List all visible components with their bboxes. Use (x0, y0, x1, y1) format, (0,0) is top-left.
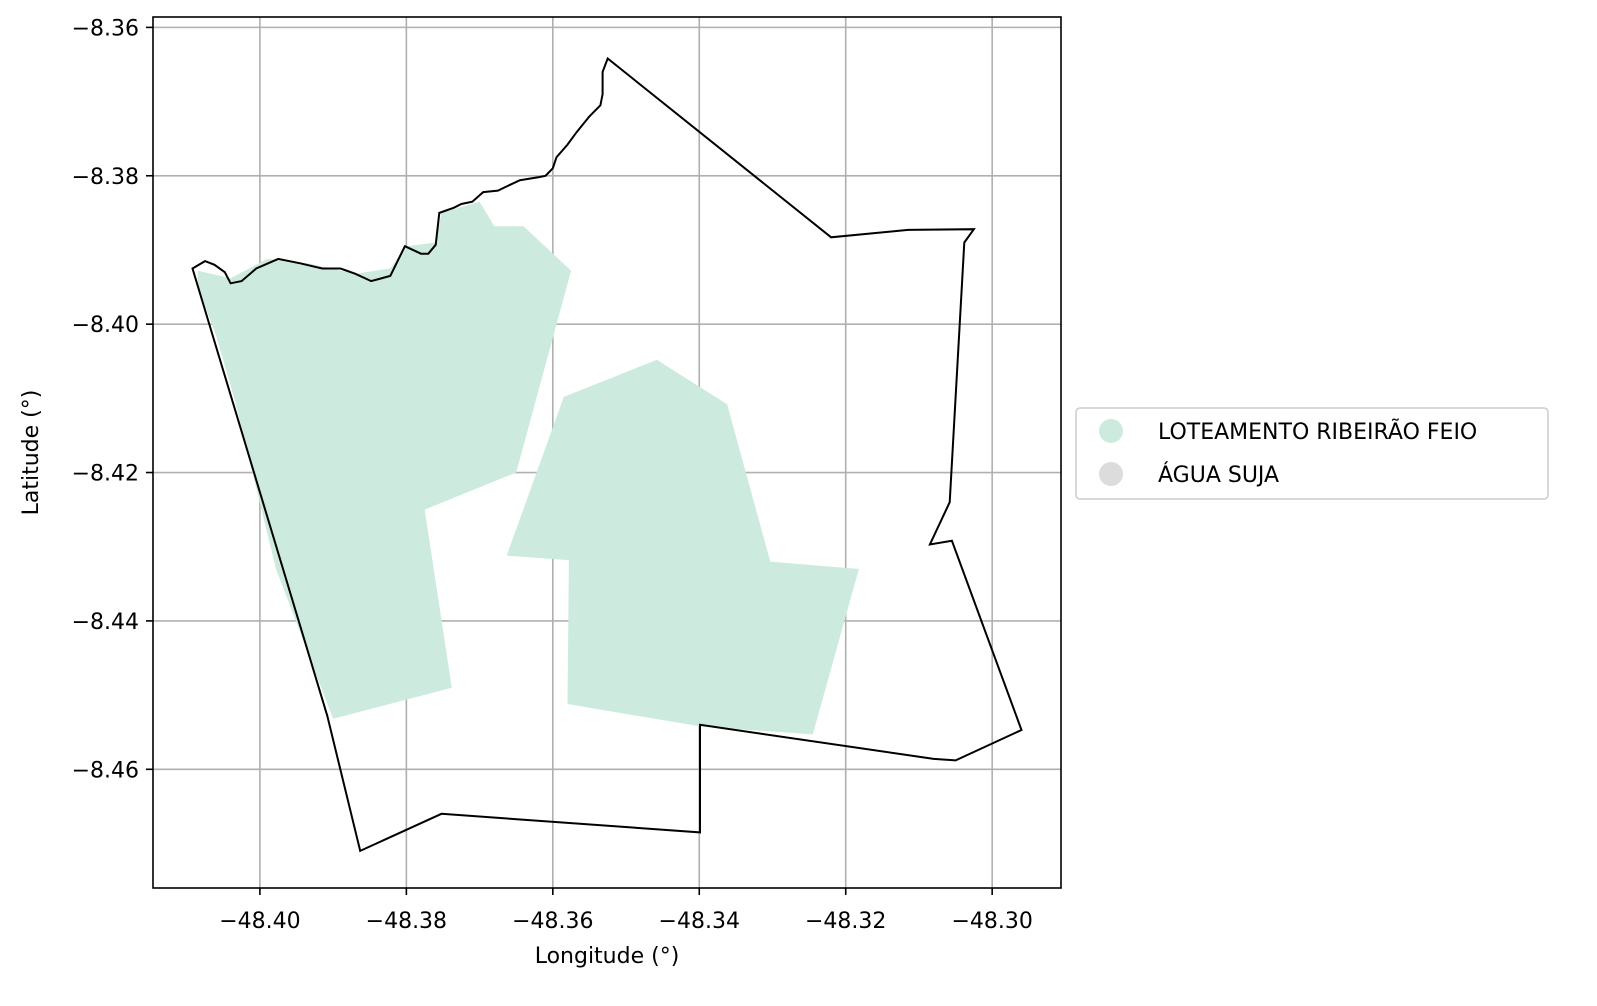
y-tick-label-1: −8.38 (72, 165, 139, 190)
legend-swatch-agua-suja (1099, 462, 1123, 486)
legend: LOTEAMENTO RIBEIRÃO FEIO ÁGUA SUJA (1075, 407, 1549, 500)
plot-frame (152, 16, 1062, 889)
y-ticks: −8.36 −8.38 −8.40 −8.42 −8.44 −8.46 (72, 16, 153, 783)
y-tick-label-3: −8.42 (72, 462, 139, 487)
y-tick-label-5: −8.46 (72, 758, 139, 783)
legend-box (1075, 407, 1549, 500)
region-fill-1 (506, 359, 859, 735)
legend-label-agua-suja: ÁGUA SUJA (1158, 462, 1279, 488)
x-tick-label-5: −48.30 (951, 909, 1032, 934)
municipal-boundary (191, 56, 1023, 853)
x-axis-label: Longitude (°) (535, 944, 680, 969)
y-tick-label-2: −8.40 (72, 313, 139, 338)
x-tick-label-1: −48.38 (366, 909, 447, 934)
x-tick-label-0: −48.40 (219, 909, 300, 934)
region-fill-0 (197, 201, 572, 719)
x-ticks: −48.40 −48.38 −48.36 −48.34 −48.32 −48.30 (219, 888, 1033, 934)
y-tick-label-0: −8.36 (72, 16, 139, 41)
x-tick-label-4: −48.32 (805, 909, 886, 934)
x-tick-label-2: −48.36 (512, 909, 593, 934)
y-axis-label: Latitude (°) (19, 390, 44, 516)
legend-label-loteamento: LOTEAMENTO RIBEIRÃO FEIO (1158, 418, 1477, 445)
x-tick-label-3: −48.34 (659, 909, 740, 934)
region-fills (197, 201, 859, 735)
y-tick-label-4: −8.44 (72, 610, 139, 635)
legend-swatch-loteamento (1099, 419, 1123, 443)
